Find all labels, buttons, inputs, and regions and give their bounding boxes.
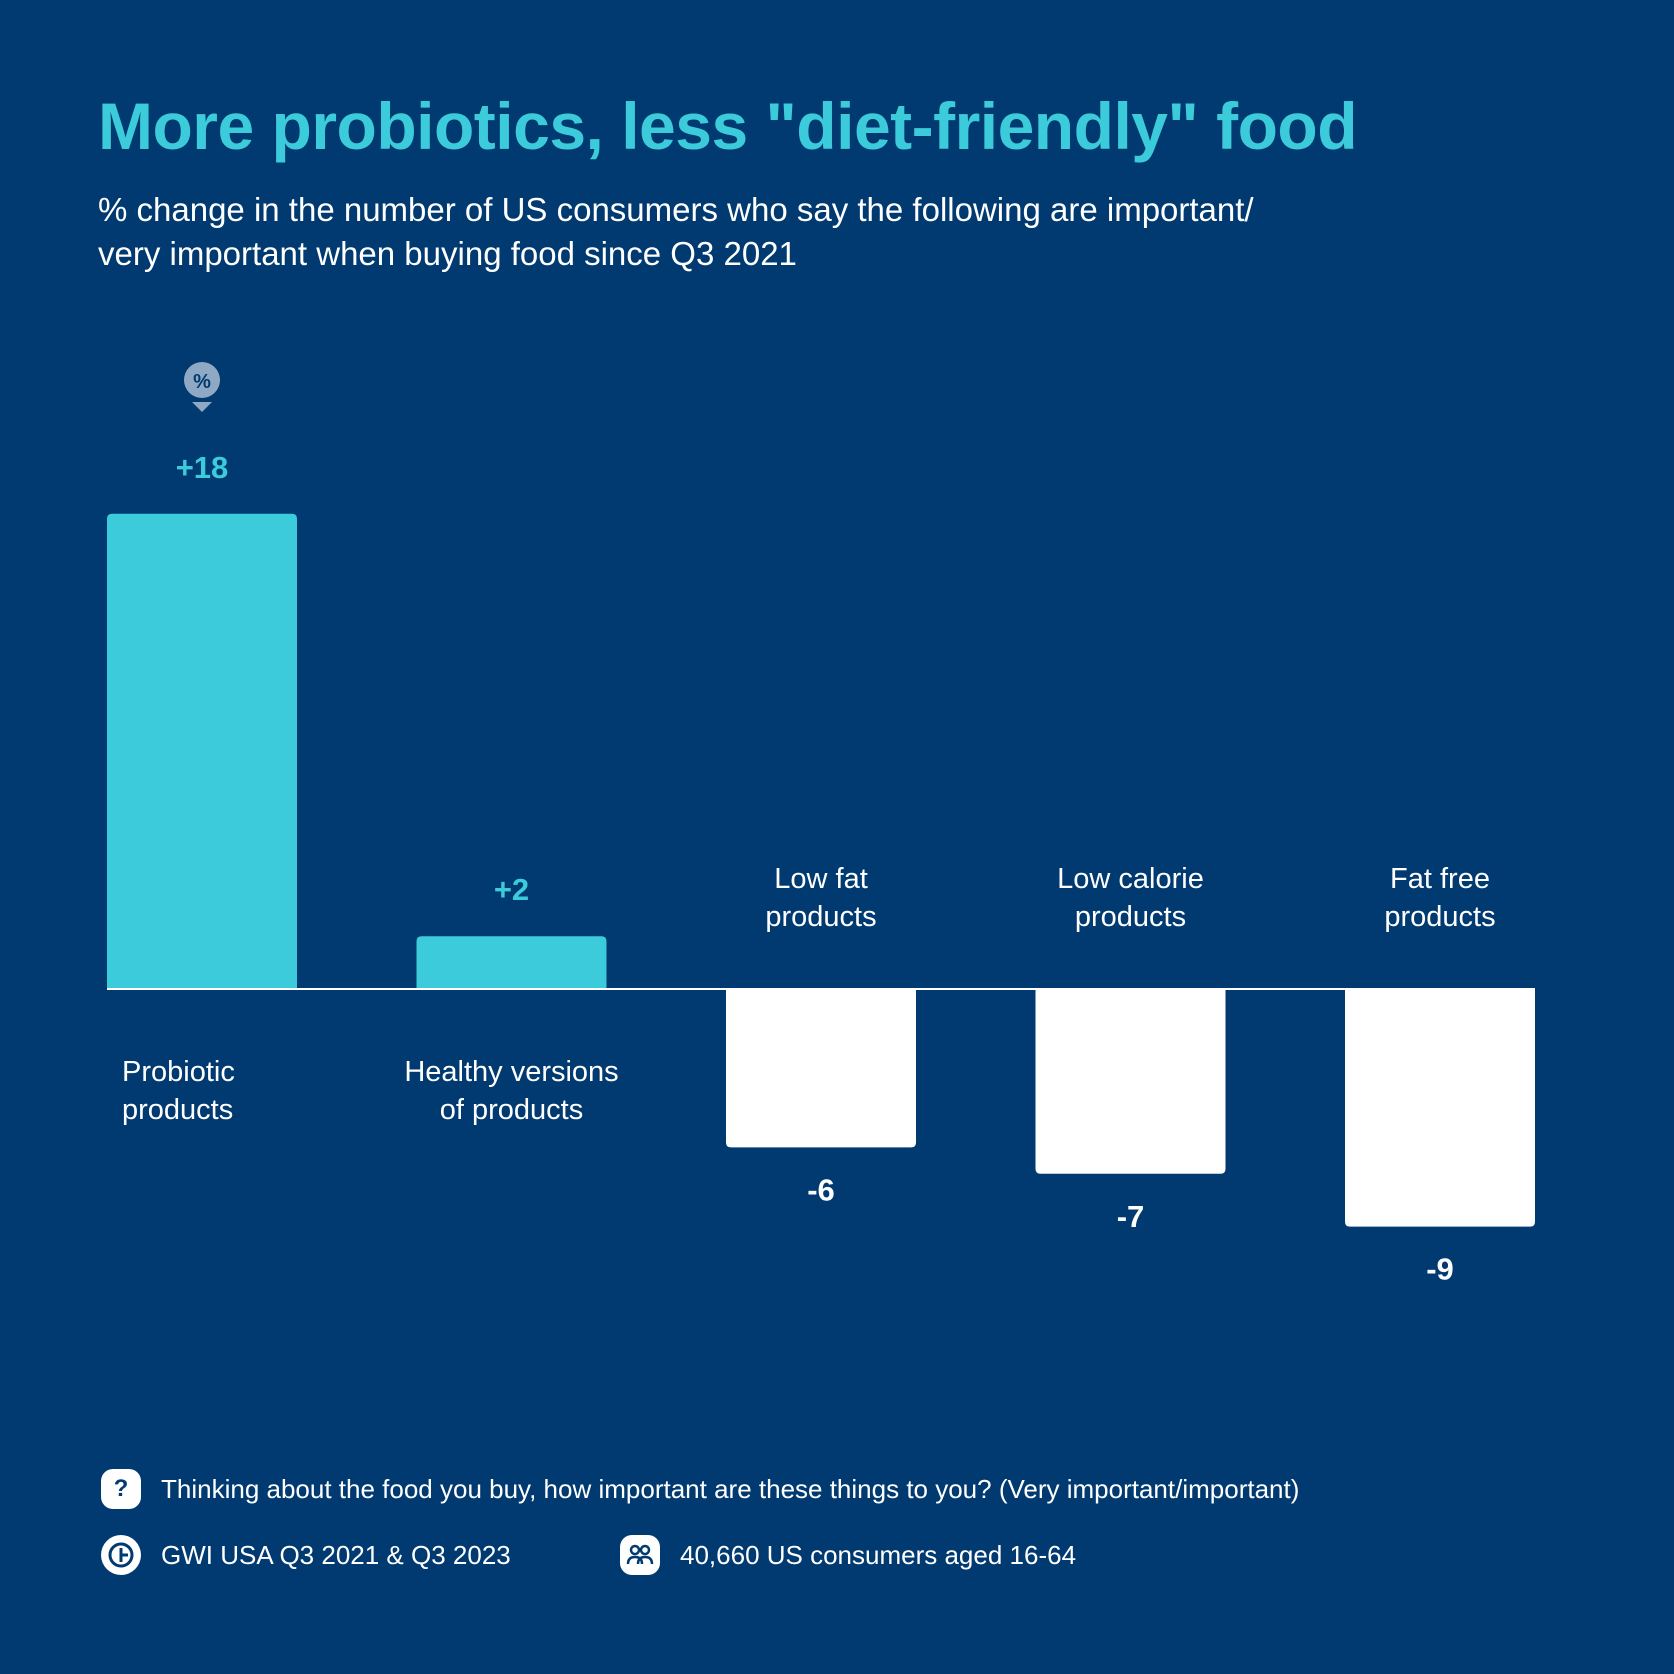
value-label-3: -6 — [807, 1172, 835, 1207]
footer-source: GWI USA Q3 2021 & Q3 2023 — [101, 1535, 511, 1575]
footer-sample: 40,660 US consumers aged 16-64 — [620, 1535, 1076, 1575]
bar-5 — [1345, 989, 1535, 1227]
percent-icon-pointer — [192, 402, 212, 412]
people-icon — [620, 1535, 660, 1575]
subtitle-line-1: % change in the number of US consumers w… — [98, 191, 1254, 228]
bar-3 — [726, 989, 916, 1148]
chart-title: More probiotics, less "diet-friendly" fo… — [98, 89, 1358, 163]
subtitle-line-2: very important when buying food since Q3… — [98, 235, 797, 272]
percent-icon-glyph: % — [193, 371, 211, 393]
footer-source-text: GWI USA Q3 2021 & Q3 2023 — [161, 1539, 511, 1570]
value-label-5: -9 — [1426, 1252, 1454, 1287]
category-label-1-line-1: Probiotic — [122, 1056, 235, 1088]
bar-1 — [107, 513, 297, 989]
category-label-3-line-1: Low fat — [774, 863, 868, 895]
chart-subtitle: % change in the number of US consumers w… — [98, 188, 1558, 276]
footer-question-text: Thinking about the food you buy, how imp… — [161, 1473, 1300, 1504]
bar-2 — [416, 936, 607, 989]
gwi-logo-icon — [101, 1535, 141, 1575]
percent-icon — [184, 362, 220, 398]
category-label-2-line-1: Healthy versions — [404, 1056, 618, 1088]
category-label-5-line-1: Fat free — [1390, 863, 1490, 895]
value-label-1: +18 — [176, 450, 229, 485]
footer-sample-text: 40,660 US consumers aged 16-64 — [680, 1539, 1077, 1570]
footer-question: ? Thinking about the food you buy, how i… — [101, 1469, 1299, 1509]
category-label-5-line-2: products — [1384, 901, 1495, 933]
value-label-2: +2 — [494, 872, 529, 907]
value-label-4: -7 — [1117, 1199, 1145, 1234]
category-label-4-line-2: products — [1075, 901, 1186, 933]
category-label-1-line-2: products — [122, 1094, 233, 1126]
category-label-2-line-2: of products — [440, 1094, 583, 1126]
bar-4 — [1035, 989, 1226, 1174]
category-label-4-line-1: Low calorie — [1057, 863, 1204, 895]
question-icon: ? — [101, 1469, 141, 1509]
category-label-3-line-2: products — [765, 901, 876, 933]
